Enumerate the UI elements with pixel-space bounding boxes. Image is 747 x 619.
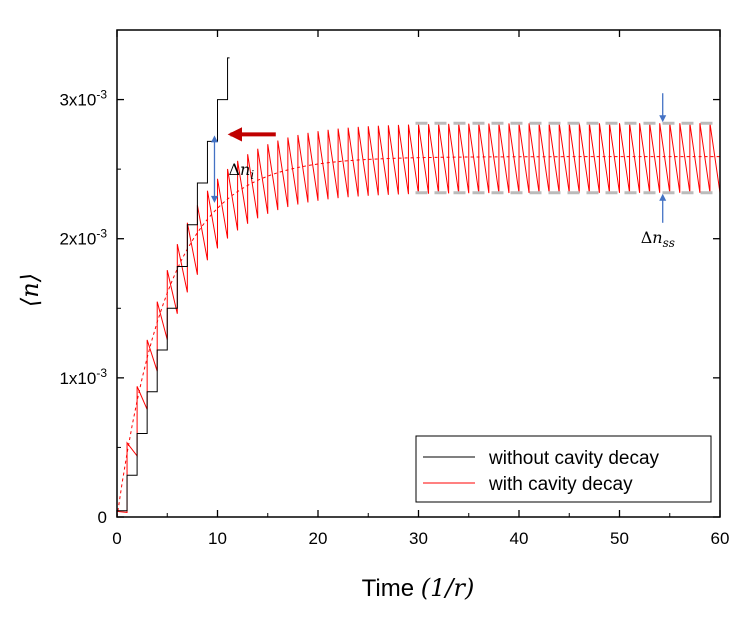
x-tick-label: 10 — [208, 529, 227, 548]
delta-ni-arrow-head-up — [210, 135, 218, 143]
delta-nss-arrow-head-bottom — [659, 193, 667, 201]
y-axis-title: ⟨n⟩ — [16, 273, 44, 307]
series-without-cavity-decay — [117, 57, 230, 512]
series-with-cavity-decay — [117, 123, 720, 513]
x-axis-title-text: Time — [362, 575, 421, 602]
x-axis-ticks: 0 10 20 30 40 50 60 — [112, 30, 729, 548]
x-tick-label: 60 — [711, 529, 730, 548]
delta-ni-arrow-head-down — [210, 195, 218, 203]
y-tick-label: 0 — [98, 508, 107, 527]
x-tick-label: 40 — [510, 529, 529, 548]
x-tick-label: 30 — [409, 529, 428, 548]
y-axis-ticks: 0 1x10-3 2x10-3 3x10-3 — [59, 88, 720, 527]
delta-nss-arrow-head-top — [659, 115, 667, 123]
y-tick-label: 2x10-3 — [59, 227, 107, 249]
delta-nss-label: Δnss — [641, 228, 675, 250]
x-tick-label: 20 — [309, 529, 328, 548]
legend-label-with: with cavity decay — [488, 474, 633, 495]
x-tick-label: 0 — [112, 529, 121, 548]
legend-box — [415, 435, 712, 503]
y-tick-label: 3x10-3 — [59, 88, 107, 110]
y-tick-label: 1x10-3 — [59, 366, 107, 388]
legend: without cavity decay with cavity decay — [415, 435, 712, 503]
delta-ni-label: Δni — [228, 160, 254, 182]
legend-label-without: without cavity decay — [488, 448, 660, 469]
annotations: Δni Δnss — [210, 93, 675, 250]
x-tick-label: 50 — [610, 529, 629, 548]
x-axis-title: Time (1/r) — [362, 574, 475, 602]
x-axis-title-math: (1/r) — [421, 574, 475, 602]
